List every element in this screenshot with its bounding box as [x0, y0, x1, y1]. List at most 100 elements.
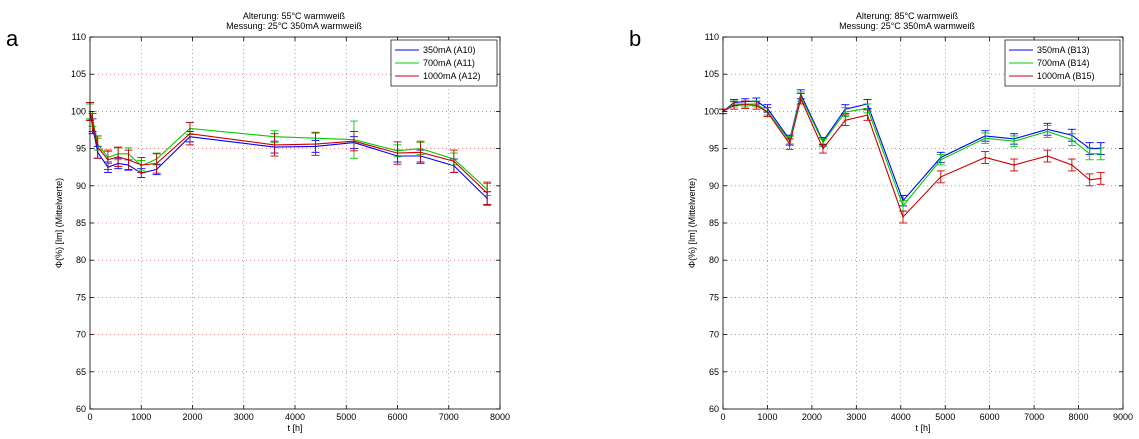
chart-title: Alterung: 85°C warmweiß: [856, 11, 959, 21]
data-point: [314, 143, 317, 145]
chart-subtitle: Messung: 25°C 350mA warmweiß: [839, 21, 975, 31]
data-point: [107, 158, 109, 161]
error-bar: [752, 101, 761, 110]
y-tick-label: 100: [704, 106, 719, 116]
legend-label: 350mA (B13): [1037, 45, 1090, 55]
legend-label: 700mA (B14): [1037, 58, 1090, 68]
data-point: [788, 143, 791, 145]
legend: 350mA (B13) 700mA (B14) 1000mA (B15): [1004, 39, 1121, 87]
data-point: [155, 162, 158, 165]
error-bar: [1067, 133, 1076, 147]
error-bar: [449, 149, 458, 173]
y-tick-label: 100: [71, 106, 86, 116]
data-point: [866, 107, 869, 110]
data-point: [127, 158, 130, 161]
chart-title: Alterung: 55°C warmweiß: [243, 11, 346, 21]
error-bar: [730, 101, 739, 110]
y-tick-label: 75: [76, 292, 86, 302]
error-bar: [349, 131, 358, 152]
data-point: [1088, 179, 1091, 181]
data-point: [189, 132, 191, 135]
x-axis-label: t [h]: [915, 423, 930, 433]
data-point: [1071, 138, 1073, 141]
data-point: [96, 146, 99, 148]
x-axis-ticks: 0 1000 2000 3000 4000 5000 6000 7000 8000 9000: [720, 37, 1133, 422]
y-tick-label: 110: [705, 32, 719, 42]
x-tick-label: 3000: [846, 412, 866, 422]
y-tick-label: 95: [709, 144, 719, 154]
error-bar: [981, 151, 990, 164]
error-bar: [1096, 171, 1105, 185]
y-axis-label: Φ(%) [lm] (Mittelwerte): [54, 178, 64, 268]
x-axis-label: t [h]: [287, 423, 302, 433]
error-bar: [796, 93, 805, 105]
error-bar: [1085, 173, 1094, 187]
y-tick-label: 95: [76, 144, 86, 154]
y-tick-label: 105: [704, 69, 719, 79]
legend-label: 700mA (A11): [423, 58, 475, 68]
x-tick-label: 8000: [1069, 412, 1089, 422]
data-point: [744, 103, 747, 106]
legend: 350mA (A10) 700mA (A11) 1000mA (A12): [390, 39, 498, 87]
data-point: [939, 158, 942, 161]
series-line: [89, 111, 488, 190]
data-point: [353, 140, 355, 142]
chart-panel-b: b Alterung: 85°C warmweiß Messung: 25°C …: [629, 11, 1133, 433]
data-point: [733, 104, 735, 107]
data-point: [1013, 140, 1015, 142]
error-bar: [311, 132, 320, 156]
grid-lines: [723, 37, 1123, 409]
x-tick-label: 0: [720, 412, 725, 422]
x-tick-label: 7000: [439, 412, 459, 422]
y-tick-label: 70: [76, 330, 86, 340]
data-point: [486, 192, 488, 195]
data-point: [902, 216, 904, 218]
data-point: [984, 156, 987, 159]
y-tick-label: 110: [72, 32, 86, 42]
data-point: [1013, 164, 1015, 166]
series-0: [86, 102, 492, 206]
y-tick-label: 90: [76, 181, 86, 191]
error-bar: [103, 149, 112, 170]
x-tick-label: 6000: [387, 412, 407, 422]
x-tick-label: 1000: [757, 412, 777, 422]
legend-label: 1000mA (A12): [423, 71, 481, 81]
data-point: [766, 111, 769, 113]
series-line: [722, 94, 1101, 207]
panel-letter: b: [629, 26, 641, 51]
error-bar: [93, 135, 102, 159]
error-bar: [763, 107, 772, 118]
legend-label: 350mA (A10): [423, 45, 476, 55]
x-tick-label: 4000: [285, 412, 305, 422]
data-point: [117, 155, 119, 158]
error-bar: [1010, 158, 1019, 172]
data-point: [984, 137, 987, 139]
error-bar: [1043, 149, 1052, 163]
error-bar: [1043, 125, 1052, 138]
x-tick-label: 3000: [234, 412, 254, 422]
error-bar: [114, 146, 123, 167]
series-line: [89, 111, 488, 199]
series-2: [719, 93, 1105, 224]
chart-panel-a: a Alterung: 55°C warmweiß Messung: 25°C …: [6, 11, 510, 433]
x-tick-label: 5000: [336, 412, 356, 422]
data-point: [396, 152, 399, 154]
data-point: [755, 104, 758, 107]
error-bar: [1096, 147, 1105, 161]
y-tick-label: 70: [709, 330, 719, 340]
y-tick-label: 90: [709, 181, 719, 191]
error-bar: [785, 138, 794, 150]
data-point: [799, 97, 802, 100]
error-bar: [152, 153, 161, 174]
error-bar: [863, 109, 872, 121]
data-point: [939, 176, 942, 178]
data-point: [91, 121, 94, 124]
grid-lines: [90, 37, 500, 409]
x-tick-label: 8000: [490, 412, 510, 422]
data-point: [844, 119, 847, 122]
series-layer: [719, 89, 1105, 224]
error-bar: [899, 210, 907, 224]
data-point: [1046, 130, 1049, 133]
x-tick-label: 2000: [802, 412, 822, 422]
